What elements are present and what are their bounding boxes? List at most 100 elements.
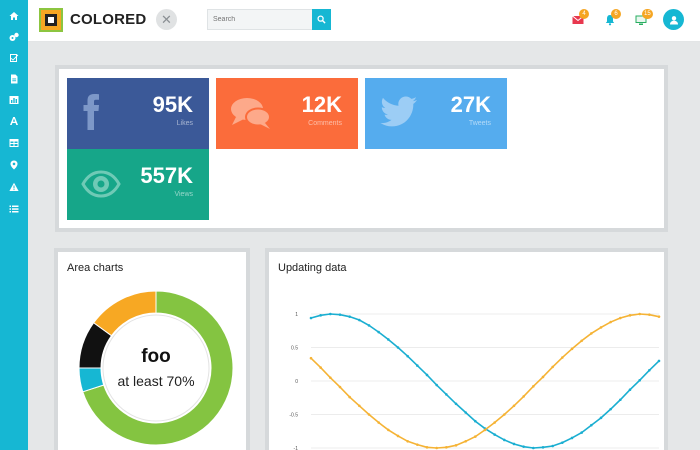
- series-point[interactable]: [464, 440, 467, 443]
- series-point[interactable]: [522, 445, 525, 448]
- donut-slice-green[interactable]: [82, 290, 234, 446]
- series-point[interactable]: [338, 313, 342, 316]
- series-point[interactable]: [599, 416, 603, 420]
- series-point[interactable]: [416, 364, 419, 367]
- series-point[interactable]: [377, 421, 380, 424]
- donut-center-sub: at least 70%: [117, 373, 195, 389]
- series-point[interactable]: [609, 320, 612, 324]
- series-point[interactable]: [532, 385, 535, 388]
- search-icon: [317, 15, 326, 24]
- series-point[interactable]: [474, 435, 477, 438]
- facebook-tile[interactable]: 95K Likes: [67, 78, 209, 149]
- series-point[interactable]: [619, 316, 622, 320]
- map-marker-icon[interactable]: [7, 158, 21, 172]
- series-point[interactable]: [648, 313, 651, 316]
- series-point[interactable]: [657, 315, 661, 318]
- warning-icon[interactable]: [7, 180, 21, 194]
- series-point[interactable]: [570, 436, 574, 440]
- series-point[interactable]: [358, 404, 361, 408]
- checkbox-icon[interactable]: [7, 51, 21, 65]
- bell-notification-button[interactable]: 6: [604, 9, 621, 26]
- series-point[interactable]: [503, 438, 506, 442]
- series-point[interactable]: [474, 419, 477, 423]
- series-point[interactable]: [532, 446, 535, 450]
- table-icon[interactable]: [7, 136, 21, 150]
- series-point[interactable]: [406, 440, 409, 443]
- series-point[interactable]: [541, 375, 545, 379]
- search-button[interactable]: [312, 9, 331, 30]
- series-point[interactable]: [329, 376, 332, 379]
- user-avatar[interactable]: [663, 9, 684, 30]
- series-point[interactable]: [570, 347, 574, 351]
- home-icon[interactable]: [7, 9, 21, 23]
- series-point[interactable]: [541, 446, 545, 449]
- list-icon[interactable]: [7, 202, 21, 216]
- series-point[interactable]: [338, 385, 342, 389]
- series-point[interactable]: [590, 332, 593, 335]
- series-point[interactable]: [454, 402, 458, 406]
- document-icon[interactable]: [7, 72, 21, 86]
- series-point[interactable]: [319, 366, 322, 369]
- series-point[interactable]: [396, 346, 400, 349]
- donut-slice-orange[interactable]: [93, 290, 157, 337]
- series-point[interactable]: [416, 443, 419, 446]
- series-point[interactable]: [551, 365, 554, 369]
- series-point[interactable]: [638, 379, 641, 382]
- views-tile[interactable]: 557K Views: [67, 149, 209, 220]
- series-point[interactable]: [445, 393, 448, 396]
- series-point[interactable]: [493, 433, 496, 436]
- series-point[interactable]: [396, 434, 400, 438]
- series-point[interactable]: [387, 338, 390, 341]
- logo[interactable]: [39, 8, 63, 32]
- series-point[interactable]: [348, 395, 351, 399]
- comments-tile[interactable]: 12K Comments: [216, 78, 358, 149]
- series-point[interactable]: [657, 359, 661, 363]
- series-point[interactable]: [638, 312, 641, 316]
- series-point[interactable]: [435, 446, 438, 450]
- series-point[interactable]: [619, 398, 622, 402]
- series-point[interactable]: [319, 314, 322, 317]
- eye-icon: [81, 170, 121, 198]
- series-point[interactable]: [512, 442, 516, 446]
- series-point[interactable]: [425, 446, 429, 449]
- series-point[interactable]: [503, 413, 506, 416]
- series-point[interactable]: [445, 446, 448, 449]
- series-point[interactable]: [483, 428, 487, 432]
- close-icon[interactable]: ✕: [156, 9, 177, 30]
- series-point[interactable]: [464, 411, 467, 414]
- series-point[interactable]: [512, 404, 516, 408]
- series-point[interactable]: [522, 395, 525, 398]
- series-point[interactable]: [309, 356, 313, 360]
- series-point[interactable]: [358, 318, 361, 322]
- monitor-notification-button[interactable]: 15: [635, 9, 653, 26]
- series-point[interactable]: [551, 444, 554, 448]
- series-point[interactable]: [599, 326, 603, 329]
- series-point[interactable]: [435, 383, 438, 387]
- series-point[interactable]: [561, 441, 564, 444]
- twitter-tile[interactable]: 27K Tweets: [365, 78, 507, 149]
- series-point[interactable]: [367, 324, 371, 327]
- series-point[interactable]: [590, 423, 593, 427]
- series-point[interactable]: [348, 315, 351, 318]
- search-input[interactable]: [207, 9, 313, 30]
- mail-notification-button[interactable]: 4: [572, 9, 589, 26]
- series-point[interactable]: [561, 356, 564, 359]
- series-point[interactable]: [628, 314, 632, 317]
- series-point[interactable]: [580, 339, 583, 343]
- series-point[interactable]: [648, 368, 651, 372]
- series-point[interactable]: [329, 312, 332, 316]
- font-icon[interactable]: [7, 114, 21, 128]
- cogs-icon[interactable]: [7, 30, 21, 44]
- series-point[interactable]: [309, 316, 313, 320]
- series-point[interactable]: [628, 388, 632, 392]
- series-point[interactable]: [454, 444, 458, 447]
- series-point[interactable]: [609, 407, 612, 411]
- series-point[interactable]: [367, 413, 371, 416]
- series-point[interactable]: [493, 421, 496, 424]
- series-point[interactable]: [387, 428, 390, 432]
- series-point[interactable]: [580, 431, 583, 434]
- series-point[interactable]: [377, 330, 380, 334]
- series-point[interactable]: [406, 354, 409, 358]
- series-point[interactable]: [425, 373, 429, 377]
- chart-icon[interactable]: [7, 93, 21, 107]
